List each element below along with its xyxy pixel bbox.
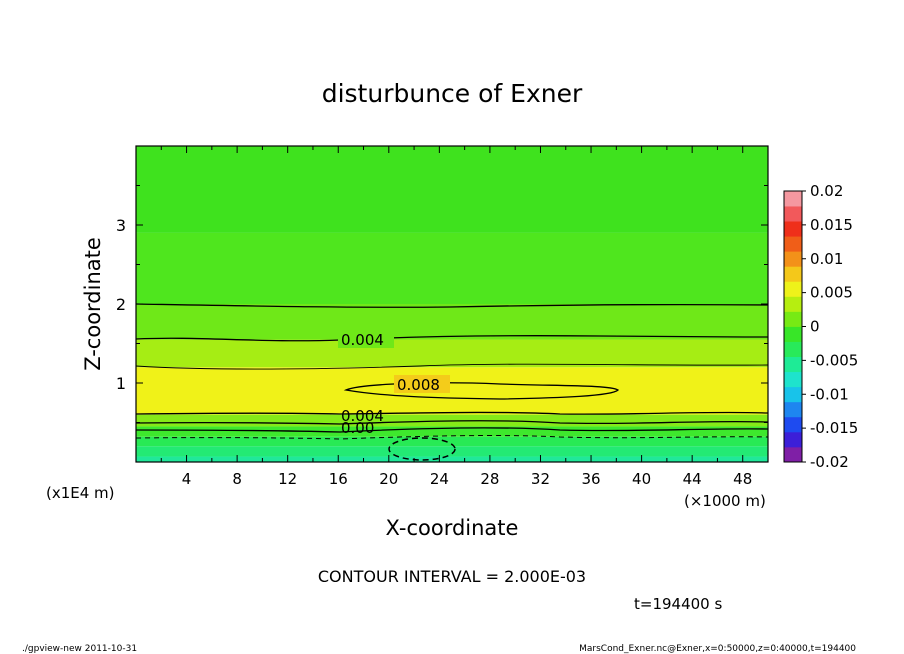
contour-interval-annotation: CONTOUR INTERVAL = 2.000E-03 — [318, 567, 586, 586]
x-tick-label: 12 — [278, 470, 297, 488]
colorbar-segment — [784, 446, 802, 463]
colorbar-segment — [784, 326, 802, 342]
contour-band — [136, 446, 768, 457]
x-axis-unit-label: (×1000 m) — [684, 492, 766, 510]
contour-line-dashed-ellipse — [388, 437, 456, 461]
contour-band — [136, 146, 768, 233]
colorbar-label: 0 — [810, 318, 820, 336]
filled-contour-bands — [136, 146, 768, 462]
colorbar-label: -0.01 — [810, 385, 849, 403]
colorbar-label: 0.01 — [810, 250, 843, 268]
y-tick-label: 3 — [116, 216, 126, 235]
colorbar-segment — [784, 371, 802, 388]
x-axis-ticks: 4 8 12 16 20 24 28 32 36 40 44 48 — [160, 146, 769, 488]
x-tick-label: 36 — [581, 470, 600, 488]
colorbar-segment — [784, 356, 802, 373]
time-label: t=194400 s — [634, 595, 722, 613]
plot-area: 0.004 0.008 0.004 0.00 4 8 12 16 20 24 28 32 36 4… — [116, 145, 769, 488]
colorbar-segment — [784, 206, 802, 222]
chart-title: disturbunce of Exner — [322, 79, 583, 108]
colorbar-segment — [784, 236, 802, 252]
colorbar-labels: 0.02 0.015 0.01 0.005 0 -0.005 -0.01 -0.015 -0.0… — [802, 182, 858, 471]
contour-band — [136, 339, 768, 368]
contour-line-lower-1 — [136, 411, 768, 415]
x-tick-label: 32 — [531, 470, 550, 488]
contour-label: 0.00 — [341, 419, 374, 437]
x-axis-label: X-coordinate — [386, 516, 519, 540]
footer-right: MarsCond_Exner.nc@Exner,x=0:50000,z=0:40… — [579, 644, 856, 654]
contour-band — [136, 304, 768, 340]
colorbar-segment — [784, 431, 802, 448]
contour-label: 0.004 — [341, 331, 384, 349]
y-tick-label: 1 — [116, 374, 126, 393]
colorbar-segment — [784, 251, 802, 267]
colorbar-label: 0.005 — [810, 284, 853, 302]
contour-line-upper — [136, 334, 768, 342]
colorbar-label: -0.02 — [810, 453, 849, 471]
contour-line-lower-3 — [136, 427, 768, 433]
colorbar-label: -0.005 — [810, 351, 858, 369]
contour-label: 0.008 — [397, 376, 440, 394]
contour-label: 0.004 — [341, 407, 384, 425]
contour-band — [136, 426, 768, 437]
y-axis-ticks: 1 2 3 — [116, 185, 768, 423]
contour-band — [136, 456, 768, 462]
contour-line-lower-2 — [136, 420, 768, 425]
contour-line-middle — [136, 303, 768, 308]
y-tick-label: 2 — [116, 295, 126, 314]
y-axis-label: Z-coordinate — [81, 237, 105, 371]
x-tick-label: 20 — [379, 470, 398, 488]
colorbar-label: 0.02 — [810, 182, 843, 200]
colorbar-segment — [784, 386, 802, 403]
colorbar-label: 0.015 — [810, 216, 853, 234]
colorbar-segment — [784, 221, 802, 237]
colorbar — [783, 190, 803, 463]
x-tick-label: 4 — [182, 470, 192, 488]
x-tick-label: 8 — [232, 470, 242, 488]
x-tick-label: 44 — [683, 470, 702, 488]
colorbar-segment — [784, 281, 802, 297]
y-axis-unit-label: (x1E4 m) — [46, 484, 115, 502]
colorbar-segment — [784, 266, 802, 282]
footer-left: ./gpview-new 2011-10-31 — [22, 644, 137, 654]
x-tick-label: 28 — [480, 470, 499, 488]
colorbar-segment — [784, 296, 802, 312]
colorbar-segment — [784, 401, 802, 418]
colorbar-segment — [784, 191, 802, 207]
colorbar-label: -0.015 — [810, 419, 858, 437]
contour-line-thin — [136, 363, 768, 370]
contour-lines — [136, 303, 768, 461]
colorbar-segment — [784, 341, 802, 358]
contour-band — [136, 436, 768, 447]
contour-label-group: 0.004 0.008 0.004 0.00 — [338, 330, 450, 437]
x-tick-label: 16 — [329, 470, 348, 488]
x-tick-label: 40 — [632, 470, 651, 488]
x-tick-label: 48 — [733, 470, 752, 488]
contour-line-dashed-1 — [136, 435, 768, 440]
colorbar-segment — [784, 311, 802, 327]
x-tick-label: 24 — [430, 470, 449, 488]
contour-band — [136, 367, 768, 415]
contour-band — [136, 232, 768, 304]
colorbar-segment — [784, 416, 802, 433]
